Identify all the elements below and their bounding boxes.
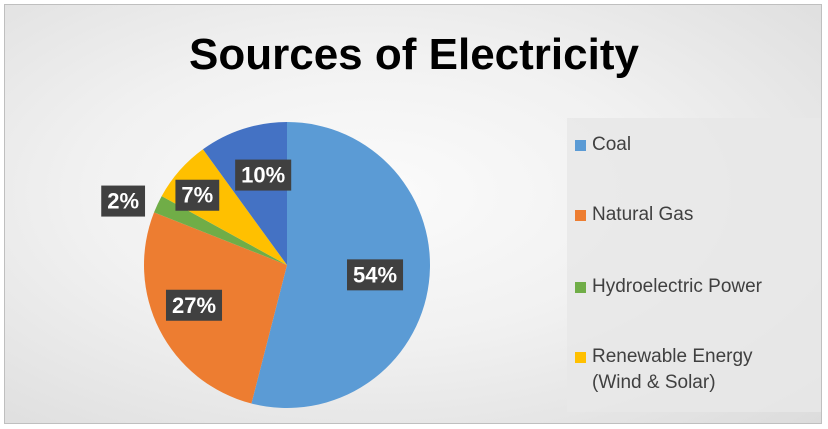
data-label-7pct: 7% xyxy=(175,179,220,211)
pie-slice-renewable-energy-wind-solar xyxy=(161,149,287,265)
data-label-box xyxy=(175,179,220,211)
data-label-text: 54% xyxy=(353,262,397,287)
legend: Coal Natural Gas Hydroelectric Power Ren… xyxy=(567,118,821,412)
data-label-2pct: 2% xyxy=(101,185,146,217)
legend-label-natural-gas: Natural Gas xyxy=(592,204,694,225)
chart-title: Sources of Electricity xyxy=(189,30,639,79)
pie-data-labels: 54% 27% 2% 7% 10% xyxy=(101,159,404,321)
legend-label-hydroelectric: Hydroelectric Power xyxy=(592,276,762,297)
legend-item-natural-gas: Natural Gas xyxy=(575,202,693,228)
data-label-text: 27% xyxy=(172,293,216,318)
legend-swatch-natural-gas xyxy=(575,210,586,221)
data-label-27pct: 27% xyxy=(165,289,223,321)
legend-item-coal: Coal xyxy=(575,132,631,158)
legend-swatch-renewable xyxy=(575,352,586,363)
legend-label-coal: Coal xyxy=(592,134,632,155)
pie-slices xyxy=(143,122,431,408)
data-label-text: 2% xyxy=(107,189,139,214)
data-label-text: 7% xyxy=(181,183,213,208)
data-label-text: 10% xyxy=(241,163,285,188)
data-label-box xyxy=(101,185,146,217)
legend-label-renewable: Renewable Energy (Wind & Solar) xyxy=(592,346,753,393)
data-label-box xyxy=(165,289,223,321)
legend-swatch-coal xyxy=(575,140,586,151)
pie-slice-coal xyxy=(251,122,431,408)
data-label-54pct: 54% xyxy=(347,259,404,291)
data-label-box xyxy=(235,159,292,191)
pie-slice-other xyxy=(202,122,287,265)
legend-item-hydroelectric: Hydroelectric Power xyxy=(575,274,762,300)
legend-swatch-hydroelectric xyxy=(575,282,586,293)
data-label-10pct: 10% xyxy=(235,159,292,191)
data-label-box xyxy=(347,259,404,291)
pie-slice-hydroelectric-power xyxy=(154,196,287,265)
legend-item-renewable: Renewable Energy (Wind & Solar) xyxy=(575,344,753,396)
